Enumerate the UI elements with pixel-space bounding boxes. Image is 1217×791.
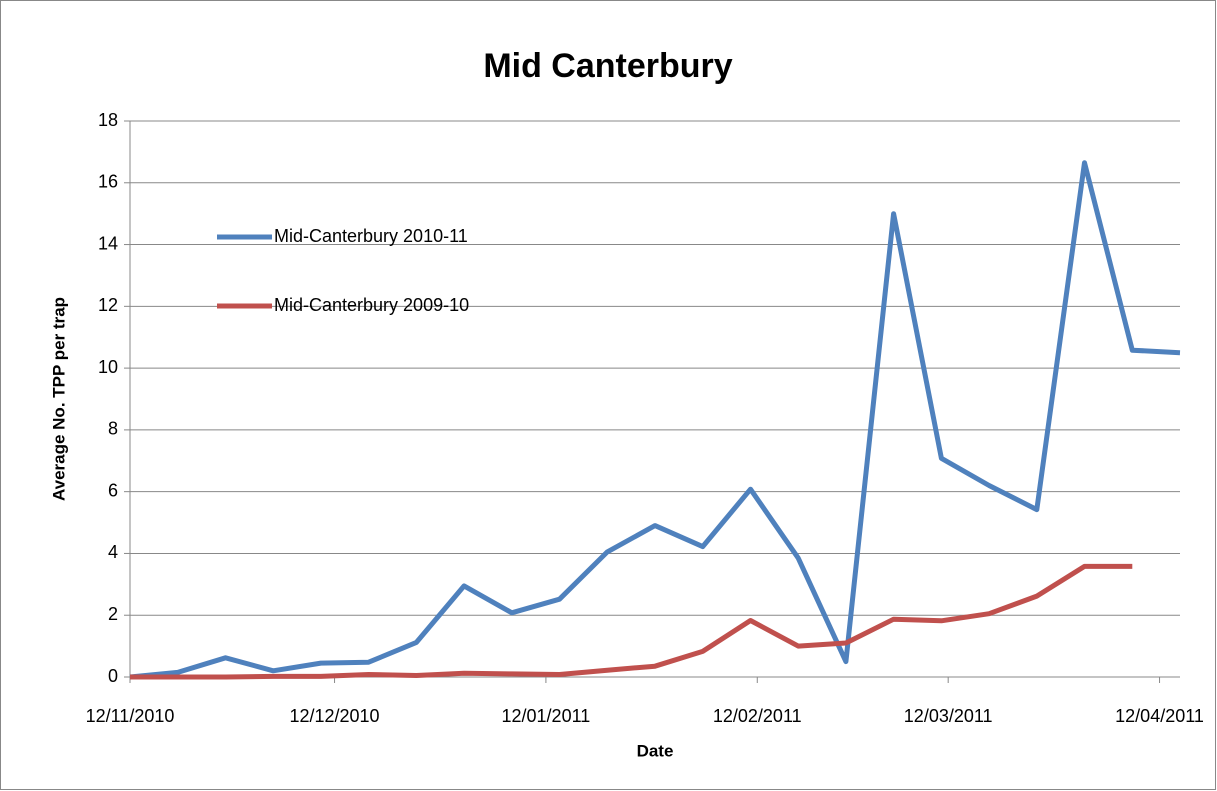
- y-tick-label: 6: [108, 480, 118, 500]
- y-tick-label: 4: [108, 542, 118, 562]
- x-axis-label: Date: [637, 741, 674, 760]
- y-tick-label: 8: [108, 419, 118, 439]
- series-line: [129, 160, 1181, 680]
- x-tick-label: 12/02/2011: [713, 706, 802, 726]
- chart-title: Mid Canterbury: [483, 47, 732, 85]
- x-tick-label: 12/04/2011: [1115, 706, 1204, 726]
- y-tick-label: 0: [108, 666, 118, 686]
- legend-label: Mid-Canterbury 2009-10: [274, 295, 469, 315]
- y-tick-label: 12: [98, 295, 118, 315]
- legend-label: Mid-Canterbury 2010-11: [274, 226, 468, 246]
- y-axis-label: Average No. TPP per trap: [49, 297, 68, 501]
- y-tick-label: 14: [98, 233, 118, 253]
- x-tick-label: 12/03/2011: [904, 706, 993, 726]
- y-tick-label: 2: [108, 604, 118, 624]
- x-tick-labels: 12/11/2010 12/12/2010 12/01/2011 12/02/2011…: [86, 706, 1204, 726]
- series-line: [130, 563, 1133, 680]
- x-tick-label: 12/12/2010: [289, 706, 379, 726]
- y-tick-label: 18: [98, 110, 118, 130]
- x-tick-label: 12/01/2011: [502, 706, 591, 726]
- y-tick-label: 16: [98, 172, 118, 192]
- y-tick-label: 10: [98, 357, 118, 377]
- x-tick-label: 12/11/2010: [86, 706, 175, 726]
